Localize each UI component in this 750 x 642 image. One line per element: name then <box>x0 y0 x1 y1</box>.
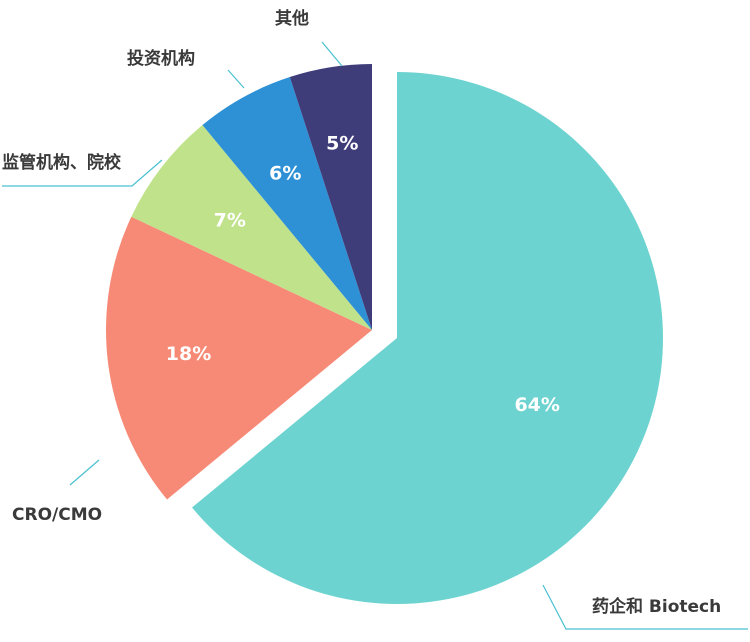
slice-category-label: 药企和 Biotech <box>592 596 721 617</box>
pie-slice <box>289 64 372 330</box>
leader-line <box>542 584 748 630</box>
leader-line <box>321 41 343 67</box>
leader-line <box>69 459 100 486</box>
leader-line <box>227 69 245 89</box>
slice-value-label: 5% <box>326 132 358 154</box>
slice-category-label: 投资机构 <box>127 48 195 69</box>
leader-line <box>2 159 163 187</box>
slice-value-label: 64% <box>514 394 559 416</box>
pie-slice <box>192 72 664 604</box>
slice-category-label: 监管机构、院校 <box>2 152 122 173</box>
slice-category-label: 其他 <box>275 8 309 29</box>
slice-value-label: 6% <box>269 162 301 184</box>
pie-slice <box>202 77 372 331</box>
pie-slice <box>106 216 373 500</box>
pie-slice <box>131 125 372 330</box>
slice-value-label: 7% <box>214 210 246 232</box>
slice-category-label: CRO/CMO <box>12 505 102 525</box>
slice-value-label: 18% <box>166 343 211 365</box>
